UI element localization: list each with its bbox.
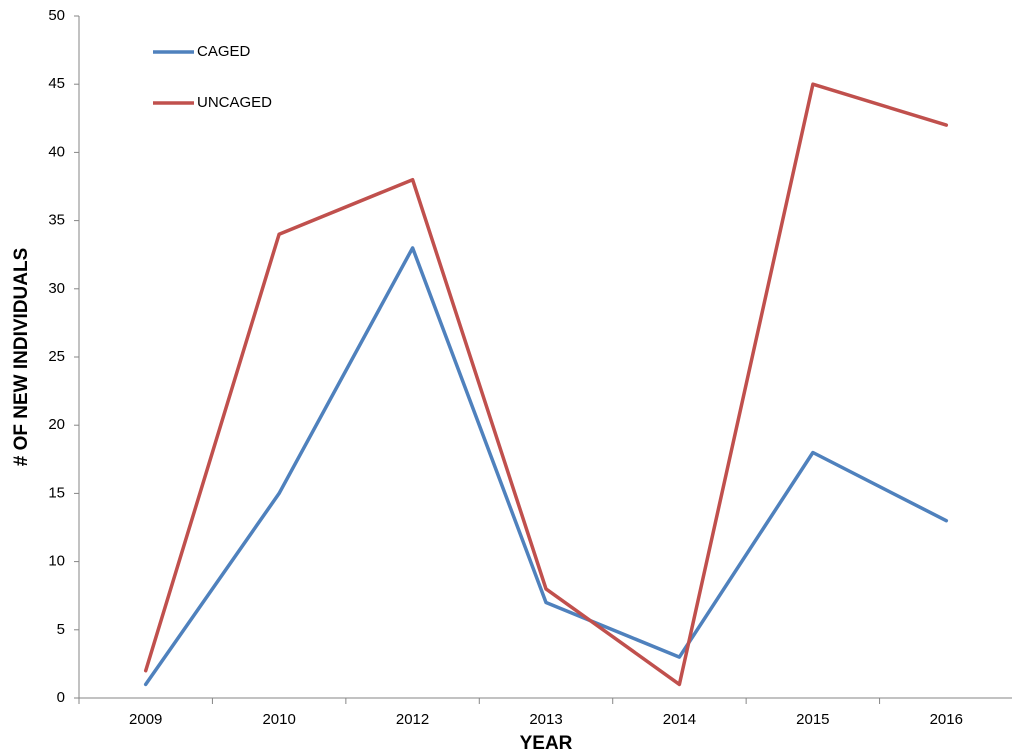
y-tick-label: 5 [57, 621, 65, 638]
legend-label-caged: CAGED [197, 43, 251, 60]
x-tick-label: 2016 [930, 711, 963, 728]
legend-label-uncaged: UNCAGED [197, 94, 272, 111]
x-tick-label: 2015 [796, 711, 829, 728]
y-tick-label: 45 [48, 75, 65, 92]
x-tick-label: 2013 [529, 711, 562, 728]
x-tick-label: 2014 [663, 711, 696, 728]
y-tick-label: 35 [48, 212, 65, 229]
series-line-uncaged [143, 82, 949, 687]
y-tick-label: 25 [48, 348, 65, 365]
y-tick-label: 10 [48, 553, 65, 570]
x-tick-label: 2009 [129, 711, 162, 728]
x-tick-label: 2010 [262, 711, 295, 728]
legend: CAGED UNCAGED [153, 43, 272, 111]
y-axis: 0 5 10 15 20 25 30 35 40 45 50 [48, 7, 80, 706]
y-tick-label: 40 [48, 143, 65, 160]
y-tick-label: 50 [48, 7, 65, 24]
x-axis-title: YEAR [520, 733, 573, 754]
y-tick-label: 30 [48, 280, 65, 297]
y-tick-label: 20 [48, 416, 65, 433]
y-axis-title: # OF NEW INDIVIDUALS [11, 248, 32, 467]
y-tick-label: 15 [48, 484, 65, 501]
series-line-caged [143, 246, 949, 687]
x-tick-label: 2012 [396, 711, 429, 728]
x-axis: 2009 2010 2012 2013 2014 2015 2016 [78, 697, 1012, 728]
series-lines [143, 82, 949, 687]
y-tick-label: 0 [57, 689, 65, 706]
